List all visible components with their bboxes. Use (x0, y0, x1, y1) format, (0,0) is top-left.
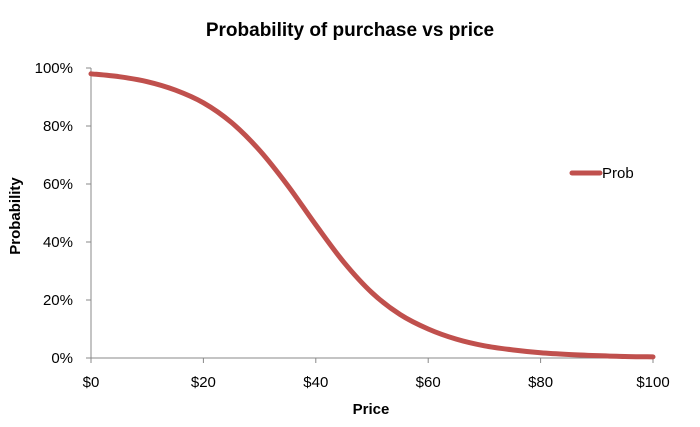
legend-label: Prob (602, 165, 634, 182)
chart-title: Probability of purchase vs price (206, 20, 494, 41)
x-tick-label: $0 (83, 374, 100, 391)
y-axis-title: Probability (7, 177, 24, 255)
series-line-prob (88, 71, 656, 360)
y-tick-label: 60% (43, 176, 73, 193)
plot-area (88, 71, 656, 360)
axes: 0% 20% 40% 60% 80% 100% $0 $20 $40 $60 $80 $100 (35, 60, 670, 391)
y-tick-label: 20% (43, 292, 73, 309)
legend: Prob (569, 165, 634, 182)
x-axis-title: Price (353, 401, 390, 418)
x-tick-label: $40 (303, 374, 328, 391)
y-tick-label: 0% (51, 350, 73, 367)
x-tick-label: $20 (191, 374, 216, 391)
y-tick-label: 100% (35, 60, 73, 77)
y-tick-label: 40% (43, 234, 73, 251)
x-tick-label: $80 (528, 374, 553, 391)
x-tick-label: $60 (416, 374, 441, 391)
x-tick-label: $100 (636, 374, 669, 391)
y-tick-label: 80% (43, 118, 73, 135)
